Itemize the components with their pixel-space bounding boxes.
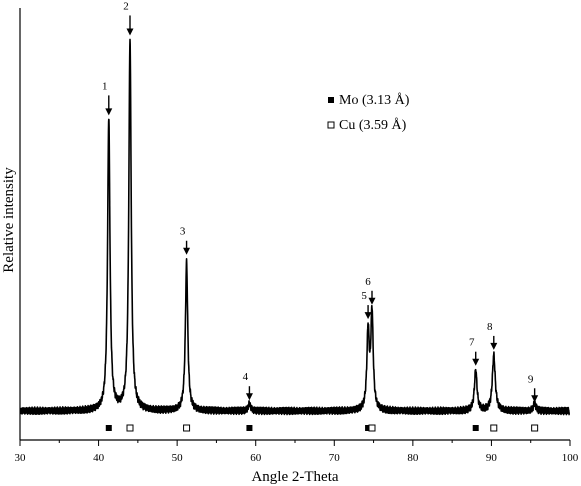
peak-annotation: 3 xyxy=(180,226,191,255)
mo-marker xyxy=(365,425,372,431)
x-ticks: 30 40 50 60 70 80 90 100 xyxy=(15,440,579,464)
plot-frame xyxy=(19,8,570,441)
x-axis-label: Angle 2-Theta xyxy=(251,469,338,485)
x-tick-label: 50 xyxy=(172,452,184,464)
peak-arrowhead xyxy=(364,312,372,320)
peak-label: 7 xyxy=(469,337,475,349)
mo-marker xyxy=(246,425,253,431)
mo-marker xyxy=(472,425,479,431)
legend: Mo (3.13 Å) Cu (3.59 Å) xyxy=(327,92,410,133)
peak-annotation: 2 xyxy=(123,0,134,36)
peak-annotation: 9 xyxy=(528,373,539,403)
peak-arrowhead xyxy=(183,247,191,255)
peak-arrowhead xyxy=(126,28,134,36)
peak-label: 9 xyxy=(528,373,534,385)
peak-arrowhead xyxy=(105,108,113,116)
peak-label: 5 xyxy=(361,290,367,302)
x-tick-label: 80 xyxy=(407,452,419,464)
x-tick-label: 90 xyxy=(486,452,498,464)
peak-label: 6 xyxy=(365,276,371,288)
peak-arrowhead xyxy=(472,358,480,366)
x-tick-label: 100 xyxy=(562,452,579,464)
x-tick-label: 70 xyxy=(329,452,341,464)
peak-arrowhead xyxy=(531,395,539,403)
peak-annotation: 6 xyxy=(365,276,376,305)
cu-marker xyxy=(183,424,191,432)
cu-marker xyxy=(126,424,134,432)
y-axis-label: Relative intensity xyxy=(1,167,17,273)
legend-mo-marker xyxy=(328,97,334,103)
phase-markers xyxy=(105,424,539,432)
peak-label: 3 xyxy=(180,226,186,238)
peak-annotation: 4 xyxy=(243,371,253,401)
mo-marker xyxy=(105,425,112,431)
diffraction-trace xyxy=(19,38,571,416)
legend-cu-label: Cu (3.59 Å) xyxy=(339,117,407,133)
peak-label: 8 xyxy=(487,321,493,333)
x-tick-label: 30 xyxy=(15,452,27,464)
peak-annotations: 1 2 3 4 5 6 78 9 xyxy=(102,0,539,403)
cu-marker xyxy=(531,424,539,432)
peak-label: 2 xyxy=(123,0,129,12)
peak-arrowhead xyxy=(368,297,376,305)
peak-label: 1 xyxy=(102,80,108,92)
peak-annotation: 8 xyxy=(487,321,498,350)
cu-marker xyxy=(368,424,376,432)
x-tick-label: 60 xyxy=(250,452,262,464)
peak-arrowhead xyxy=(245,393,253,401)
peak-label: 4 xyxy=(243,371,249,383)
peak-arrowhead xyxy=(490,342,498,350)
peak-annotation: 7 xyxy=(469,337,480,366)
x-tick-label: 40 xyxy=(93,452,105,464)
legend-cu-marker xyxy=(327,121,335,129)
legend-mo-label: Mo (3.13 Å) xyxy=(339,92,410,108)
peak-annotation: 5 xyxy=(361,290,372,320)
peak-annotation: 1 xyxy=(102,80,113,116)
cu-marker xyxy=(490,424,498,432)
